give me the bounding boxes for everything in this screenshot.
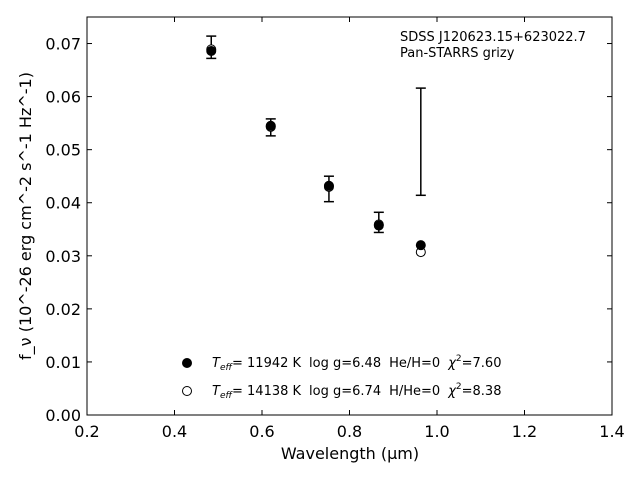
- x-tick-label: 1.2: [512, 422, 537, 441]
- x-axis-label: Wavelength (μm): [281, 444, 419, 463]
- x-tick-label: 0.2: [74, 422, 99, 441]
- x-tick-label: 1.0: [424, 422, 449, 441]
- y-tick-label: 0.01: [45, 353, 81, 372]
- model-point-filled: [265, 120, 276, 131]
- y-tick-label: 0.04: [45, 194, 81, 213]
- y-tick-label: 0.02: [45, 300, 81, 319]
- axis-ticks: 0.2 0.4 0.6 0.8 1.0 1.2 1.4 0.00 0.01 0.02 0.03 0.0…: [45, 17, 625, 441]
- model-point-filled: [373, 220, 384, 231]
- model-point-filled: [415, 240, 426, 251]
- x-tick-label: 0.6: [249, 422, 274, 441]
- legend-marker-open: [182, 386, 192, 396]
- x-tick-label: 1.4: [599, 422, 624, 441]
- legend-marker-filled: [182, 358, 192, 368]
- x-tick-label: 0.4: [162, 422, 187, 441]
- y-tick-label: 0.00: [45, 406, 81, 425]
- y-tick-label: 0.03: [45, 247, 81, 266]
- model-point-filled: [323, 180, 334, 191]
- model-point-filled: [206, 45, 217, 56]
- y-tick-label: 0.05: [45, 141, 81, 160]
- y-axis-label: f_ν (10^-26 erg cm^-2 s^-1 Hz^-1): [16, 72, 36, 360]
- y-tick-label: 0.07: [45, 35, 81, 54]
- y-tick-label: 0.06: [45, 88, 81, 107]
- data-points: [206, 44, 426, 258]
- plot-area: [86, 16, 613, 416]
- annotation-line-1: SDSS J120623.15+623022.7: [400, 30, 586, 45]
- x-tick-label: 0.8: [337, 422, 362, 441]
- annotation-line-2: Pan-STARRS grizy: [400, 46, 515, 61]
